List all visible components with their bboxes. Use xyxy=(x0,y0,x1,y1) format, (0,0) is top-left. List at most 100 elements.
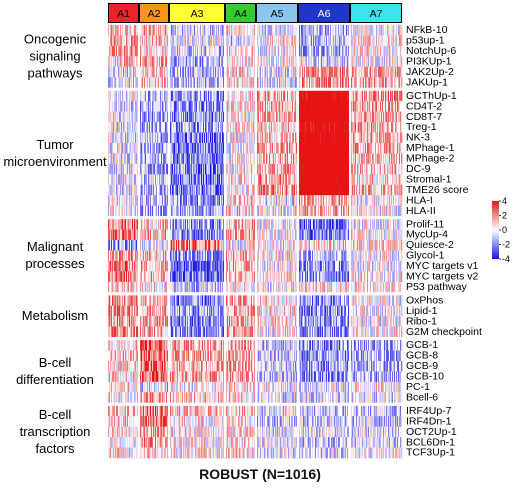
heatmap-cell xyxy=(191,101,193,112)
heatmap-cell xyxy=(360,45,362,57)
heatmap-cell xyxy=(128,111,130,123)
heatmap-cell xyxy=(133,45,135,57)
heatmap-cell xyxy=(390,90,392,102)
heatmap-cell xyxy=(366,101,368,112)
heatmap-cell xyxy=(257,101,259,112)
heatmap-cell xyxy=(342,101,344,112)
heatmap-cell xyxy=(250,66,252,78)
heatmap-cell xyxy=(335,101,337,112)
heatmap-cell xyxy=(159,66,161,78)
heatmap-cell xyxy=(282,56,284,68)
heatmap-cell xyxy=(359,35,361,47)
heatmap-cell xyxy=(219,66,221,78)
heatmap-cell xyxy=(372,101,374,112)
heatmap-cell xyxy=(223,101,225,112)
heatmap-cell xyxy=(230,90,232,102)
heatmap-cell xyxy=(125,45,127,57)
heatmap-cell xyxy=(265,45,267,57)
heatmap-cell xyxy=(337,101,339,112)
heatmap-cell xyxy=(170,25,172,36)
heatmap-cell xyxy=(230,66,232,78)
heatmap-cell xyxy=(366,25,368,36)
heatmap-cell xyxy=(346,35,348,47)
heatmap-cell xyxy=(310,25,312,36)
heatmap-cell xyxy=(201,66,203,78)
heatmap-cell xyxy=(395,25,397,36)
heatmap-cell xyxy=(180,56,182,68)
heatmap-cell xyxy=(145,90,147,102)
heatmap-cell xyxy=(285,101,287,112)
heatmap-cell xyxy=(357,77,359,88)
heatmap-cell xyxy=(111,66,113,78)
heatmap-cell xyxy=(295,45,297,57)
heatmap-cell xyxy=(218,77,220,88)
heatmap-cell xyxy=(116,101,118,112)
heatmap-cell xyxy=(320,90,322,102)
heatmap-cell xyxy=(373,25,375,36)
heatmap-cell xyxy=(316,56,318,68)
heatmap-cell xyxy=(270,56,272,68)
heatmap-cell xyxy=(379,101,381,112)
heatmap-cell xyxy=(380,90,382,102)
heatmap-cell xyxy=(251,90,253,102)
heatmap-cell xyxy=(230,35,232,47)
heatmap-cell xyxy=(129,56,131,68)
heatmap-cell xyxy=(236,101,238,112)
heatmap-cell xyxy=(401,77,403,88)
heatmap-cell xyxy=(343,45,345,57)
heatmap-cell xyxy=(154,66,156,78)
heatmap-cell xyxy=(376,101,378,112)
heatmap-cell xyxy=(373,56,375,68)
heatmap-cell xyxy=(143,35,145,47)
heatmap-cell xyxy=(396,25,398,36)
heatmap-cell xyxy=(333,66,335,78)
heatmap-cell xyxy=(162,66,164,78)
heatmap-cell xyxy=(401,111,403,123)
heatmap-cell xyxy=(352,101,354,112)
heatmap-cell xyxy=(204,101,206,112)
heatmap-cell xyxy=(241,45,243,57)
heatmap-cell xyxy=(130,90,132,102)
heatmap-cell xyxy=(136,77,138,88)
heatmap-cell xyxy=(386,45,388,57)
heatmap-cell xyxy=(306,66,308,78)
heatmap-cell xyxy=(248,77,250,88)
heatmap-cell xyxy=(152,90,154,102)
heatmap-cell xyxy=(266,45,268,57)
heatmap-cell xyxy=(266,25,268,36)
heatmap-cell xyxy=(306,101,308,112)
heatmap-cell xyxy=(163,101,165,112)
heatmap-cell xyxy=(373,77,375,88)
heatmap-cell xyxy=(315,45,317,57)
heatmap-cell xyxy=(172,77,174,88)
heatmap-cell xyxy=(398,35,400,47)
heatmap-cell xyxy=(312,35,314,47)
heatmap-cell xyxy=(114,90,116,102)
heatmap-cell xyxy=(220,35,222,47)
heatmap-cell xyxy=(167,66,169,78)
heatmap-cell xyxy=(309,66,311,78)
heatmap-cell xyxy=(151,77,153,88)
heatmap-cell xyxy=(277,66,279,78)
heatmap-cell xyxy=(336,77,338,88)
heatmap-cell xyxy=(142,101,144,112)
heatmap-cell xyxy=(382,56,384,68)
heatmap-cell xyxy=(110,45,112,57)
heatmap-cell xyxy=(199,77,201,88)
heatmap-cell xyxy=(259,77,261,88)
heatmap-cell xyxy=(155,45,157,57)
heatmap-cell xyxy=(195,101,197,112)
heatmap-cell xyxy=(230,56,232,68)
heatmap-cell xyxy=(182,25,184,36)
heatmap-cell xyxy=(371,25,373,36)
heatmap-cell xyxy=(202,35,204,47)
heatmap-cell xyxy=(166,66,168,78)
heatmap-cell xyxy=(358,90,360,102)
heatmap-cell xyxy=(143,56,145,68)
heatmap-cell xyxy=(208,25,210,36)
heatmap-cell xyxy=(183,101,185,112)
heatmap-cell xyxy=(223,45,225,57)
heatmap-cell xyxy=(326,25,328,36)
heatmap-cell xyxy=(313,101,315,112)
heatmap-cell xyxy=(114,35,116,47)
